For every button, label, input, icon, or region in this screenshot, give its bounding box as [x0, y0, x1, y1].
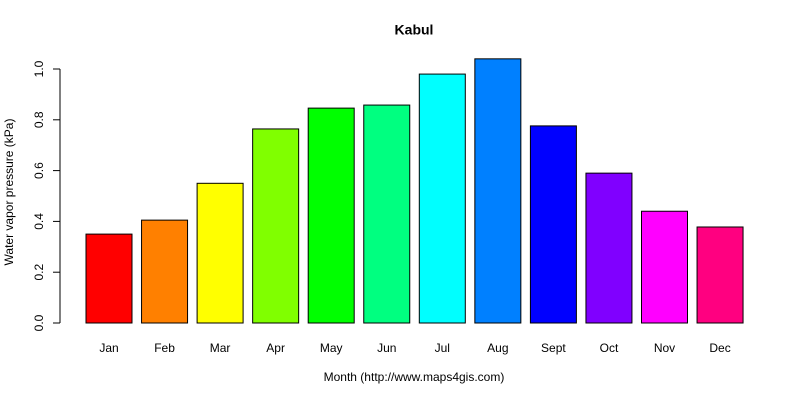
x-tick-label: Jun: [377, 341, 396, 355]
bar: [418, 73, 466, 324]
bar: [252, 128, 300, 324]
x-tick-label: Sept: [541, 341, 566, 355]
x-tick-label: May: [320, 341, 343, 355]
chart-title: Kabul: [395, 22, 434, 38]
x-tick-label: Apr: [266, 341, 285, 355]
y-tick-label: 0.8: [32, 111, 46, 128]
bar: [196, 182, 244, 324]
y-tick-label: 0.0: [32, 314, 46, 331]
bar: [141, 219, 189, 324]
bar: [641, 210, 688, 324]
x-tick-label: Feb: [154, 341, 175, 355]
bar: [363, 104, 411, 324]
y-tick-label: 1.0: [32, 60, 46, 77]
bar: [474, 58, 522, 324]
y-tick-label: 0.2: [32, 264, 46, 281]
y-tick-label: 0.4: [32, 213, 46, 230]
x-tick-label: Dec: [709, 341, 730, 355]
bar: [307, 107, 355, 324]
x-tick-label: Aug: [487, 341, 508, 355]
y-tick-label: 0.6: [32, 162, 46, 179]
bar: [585, 172, 633, 324]
bar: [696, 226, 744, 324]
x-tick-label: Jul: [435, 341, 450, 355]
bar: [529, 125, 577, 324]
x-axis-label: Month (http://www.maps4gis.com): [324, 370, 505, 384]
x-tick-label: Nov: [654, 341, 675, 355]
x-tick-label: Jan: [99, 341, 118, 355]
bar: [85, 233, 133, 324]
y-axis-label: Water vapor pressure (kPa): [2, 119, 16, 266]
x-tick-label: Oct: [600, 341, 619, 355]
x-tick-label: Mar: [210, 341, 231, 355]
